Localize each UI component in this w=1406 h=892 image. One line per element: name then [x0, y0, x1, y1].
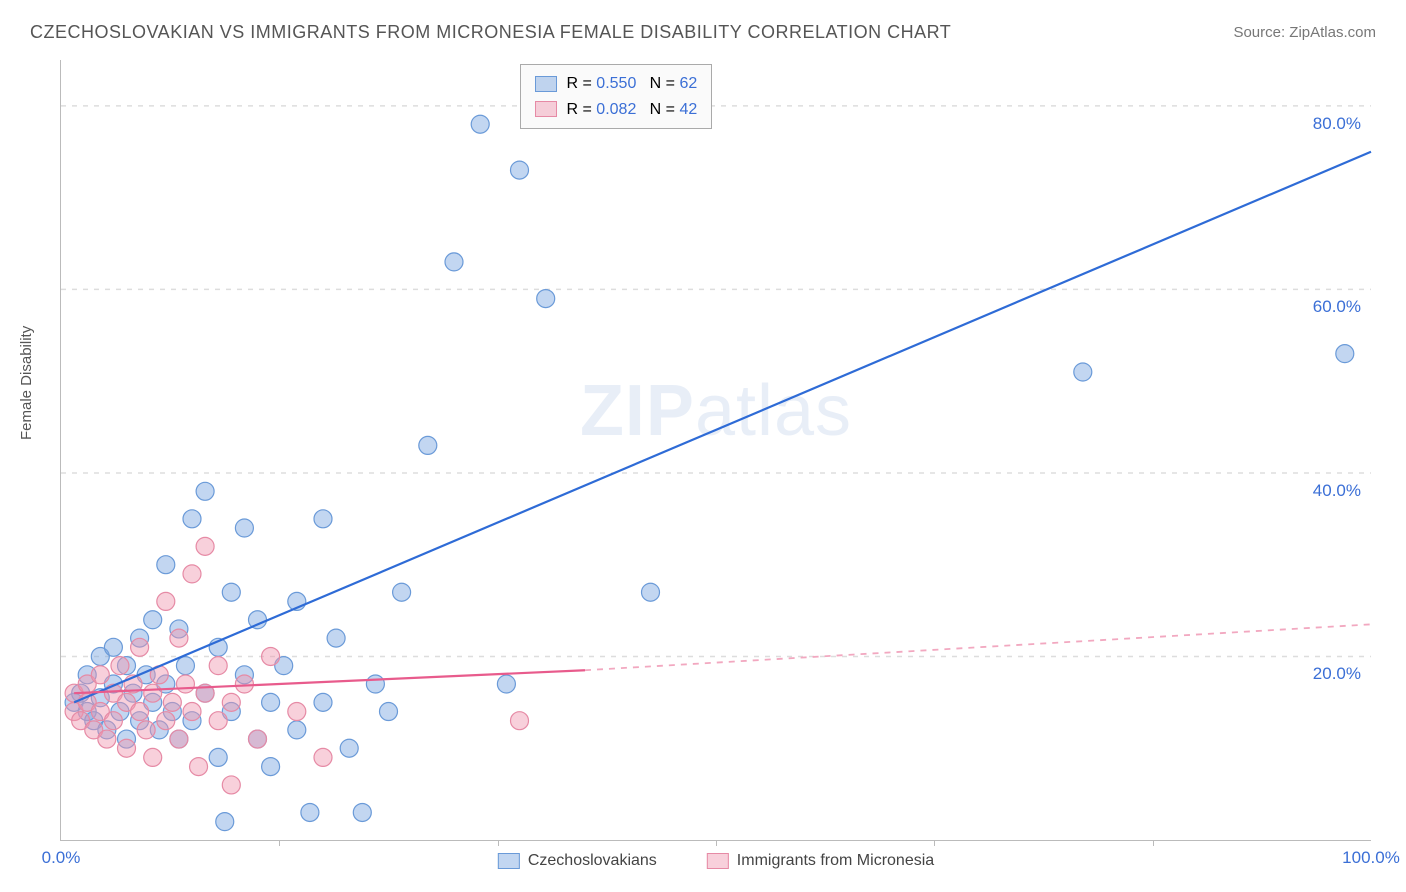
x-minor-tick [279, 840, 280, 846]
scatter-point [104, 638, 122, 656]
y-tick-label: 40.0% [1313, 481, 1361, 501]
scatter-point [393, 583, 411, 601]
source-attribution: Source: ZipAtlas.com [1233, 24, 1376, 41]
chart-plot-area: ZIPatlas 20.0%40.0%60.0%80.0% 0.0%100.0%… [60, 60, 1371, 841]
scatter-point [209, 657, 227, 675]
scatter-point [222, 776, 240, 794]
trend-line [585, 624, 1371, 670]
scatter-point [235, 675, 253, 693]
scatter-point [314, 748, 332, 766]
legend-row: R = 0.550 N = 62 [535, 71, 698, 97]
scatter-point [183, 510, 201, 528]
legend-stats: R = 0.550 N = 62 [567, 71, 698, 97]
x-minor-tick [1153, 840, 1154, 846]
y-tick-label: 20.0% [1313, 664, 1361, 684]
scatter-point [380, 703, 398, 721]
scatter-point [157, 712, 175, 730]
scatter-point [104, 712, 122, 730]
scatter-point [176, 675, 194, 693]
trend-line [74, 152, 1371, 703]
scatter-point [111, 657, 129, 675]
scatter-point [1074, 363, 1092, 381]
scatter-point [511, 161, 529, 179]
scatter-point [511, 712, 529, 730]
legend-swatch [498, 853, 520, 869]
scatter-point [222, 693, 240, 711]
scatter-point [262, 693, 280, 711]
scatter-point [190, 758, 208, 776]
legend-row: R = 0.082 N = 42 [535, 97, 698, 123]
series-legend: Czechoslovakians Immigrants from Micrones… [498, 852, 934, 870]
scatter-point [170, 730, 188, 748]
scatter-point [91, 666, 109, 684]
legend-label: Immigrants from Micronesia [737, 852, 934, 870]
x-minor-tick [934, 840, 935, 846]
scatter-point [642, 583, 660, 601]
scatter-point [131, 703, 149, 721]
scatter-point [183, 703, 201, 721]
y-axis-label: Female Disability [18, 326, 35, 440]
x-minor-tick [498, 840, 499, 846]
scatter-point [196, 482, 214, 500]
scatter-point [471, 115, 489, 133]
x-tick-label: 100.0% [1342, 848, 1400, 868]
chart-svg [61, 60, 1371, 840]
chart-title: CZECHOSLOVAKIAN VS IMMIGRANTS FROM MICRO… [30, 22, 951, 43]
scatter-point [288, 703, 306, 721]
scatter-point [196, 537, 214, 555]
scatter-point [366, 675, 384, 693]
scatter-point [235, 519, 253, 537]
correlation-legend: R = 0.550 N = 62R = 0.082 N = 42 [520, 64, 713, 129]
legend-swatch [535, 101, 557, 117]
scatter-point [144, 684, 162, 702]
scatter-point [157, 592, 175, 610]
scatter-point [98, 730, 116, 748]
scatter-point [327, 629, 345, 647]
scatter-point [209, 712, 227, 730]
scatter-point [1336, 345, 1354, 363]
y-tick-label: 60.0% [1313, 297, 1361, 317]
scatter-point [262, 758, 280, 776]
scatter-point [301, 803, 319, 821]
scatter-point [497, 675, 515, 693]
scatter-point [537, 290, 555, 308]
scatter-point [216, 813, 234, 831]
x-minor-tick [716, 840, 717, 846]
legend-item: Czechoslovakians [498, 852, 657, 870]
legend-swatch [535, 76, 557, 92]
scatter-point [262, 647, 280, 665]
x-tick-label: 0.0% [42, 848, 81, 868]
scatter-point [222, 583, 240, 601]
scatter-point [183, 565, 201, 583]
scatter-point [314, 510, 332, 528]
scatter-point [170, 629, 188, 647]
scatter-point [163, 693, 181, 711]
scatter-point [209, 748, 227, 766]
scatter-point [445, 253, 463, 271]
scatter-point [340, 739, 358, 757]
y-tick-label: 80.0% [1313, 114, 1361, 134]
scatter-point [176, 657, 194, 675]
scatter-point [144, 611, 162, 629]
scatter-point [131, 638, 149, 656]
scatter-point [419, 436, 437, 454]
scatter-point [314, 693, 332, 711]
scatter-point [249, 730, 267, 748]
legend-item: Immigrants from Micronesia [707, 852, 934, 870]
scatter-point [353, 803, 371, 821]
scatter-point [288, 721, 306, 739]
legend-swatch [707, 853, 729, 869]
scatter-point [144, 748, 162, 766]
scatter-point [118, 739, 136, 757]
legend-stats: R = 0.082 N = 42 [567, 97, 698, 123]
legend-label: Czechoslovakians [528, 852, 657, 870]
scatter-point [157, 556, 175, 574]
scatter-point [137, 721, 155, 739]
